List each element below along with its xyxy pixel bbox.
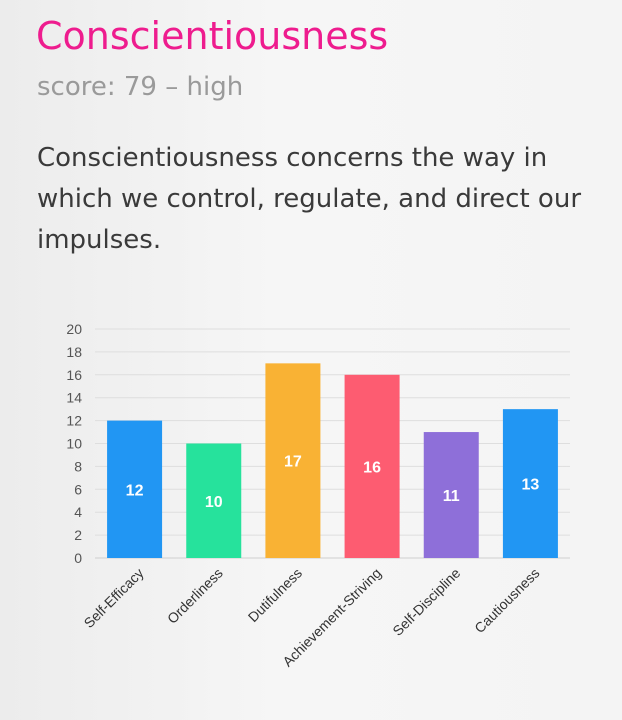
y-tick-label: 16 <box>66 367 82 383</box>
y-axis-ticks: 0 2 4 6 8 10 12 14 16 18 20 <box>66 321 82 566</box>
data-labels: 12 10 17 16 11 13 <box>126 454 540 511</box>
y-tick-label: 0 <box>74 550 82 566</box>
y-tick-label: 18 <box>66 344 82 360</box>
y-tick-label: 14 <box>66 390 82 406</box>
bar-cautiousness <box>502 409 558 558</box>
data-label: 10 <box>205 494 223 511</box>
x-axis-labels: Self-Efficacy Orderliness DutifulnessAchie… <box>81 565 543 670</box>
data-label: 13 <box>522 477 540 494</box>
data-label: 17 <box>284 454 302 471</box>
y-tick-label: 12 <box>66 413 82 429</box>
data-label: 12 <box>126 482 144 499</box>
bar-self-efficacy <box>107 420 163 558</box>
grid-lines <box>95 328 570 559</box>
y-tick-label: 8 <box>74 458 82 474</box>
x-tick-label: Orderliness <box>164 565 226 627</box>
trait-description: Conscientiousness concerns the way in wh… <box>37 143 582 255</box>
y-tick-label: 20 <box>66 321 82 337</box>
y-tick-label: 6 <box>74 481 82 497</box>
bar-orderliness <box>186 443 242 558</box>
bar-achievement-striving <box>344 374 400 558</box>
y-tick-label: 4 <box>74 504 82 520</box>
bar-dutifulness <box>265 363 321 558</box>
x-tick-label: Self-Discipline <box>389 565 463 639</box>
x-tick-label: Dutifulness <box>245 565 305 625</box>
data-label: 11 <box>443 488 460 505</box>
y-tick-label: 2 <box>74 527 82 543</box>
page-title: Conscientiousness <box>36 14 389 58</box>
bars <box>107 363 558 558</box>
facet-bar-chart: 0 2 4 6 8 10 12 14 16 18 20 12 10 17 16 11 13 Self-Effi… <box>66 321 570 670</box>
score-text: score: 79 – high <box>37 72 244 102</box>
x-tick-label: Cautiousness <box>471 565 542 636</box>
x-tick-label: Self-Efficacy <box>81 565 147 631</box>
data-label: 16 <box>363 459 381 476</box>
y-tick-label: 10 <box>66 436 82 452</box>
bar-self-discipline <box>423 432 479 558</box>
